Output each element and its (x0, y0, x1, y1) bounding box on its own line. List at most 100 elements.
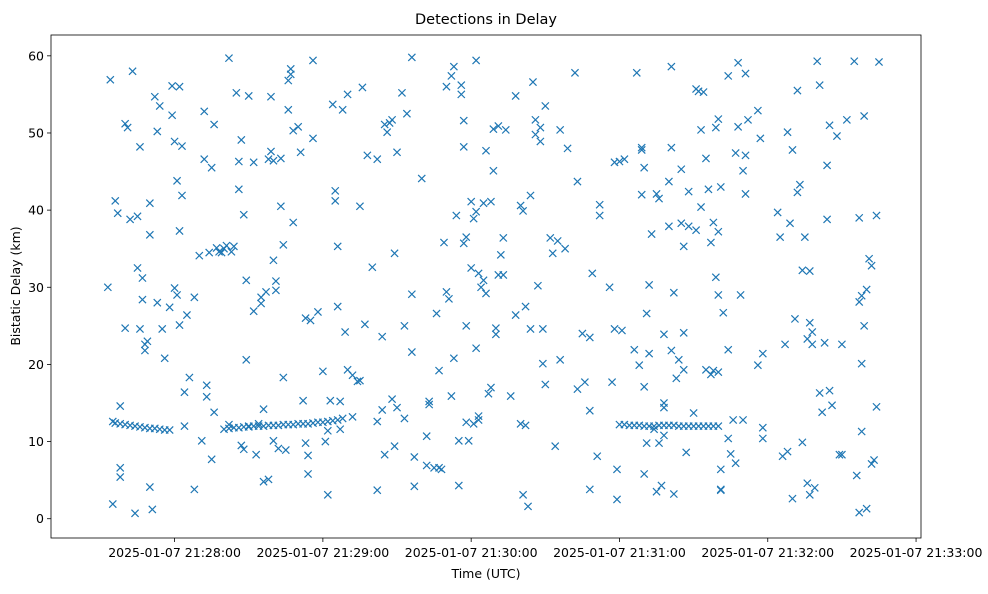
detection-point (667, 346, 676, 355)
detection-point (714, 115, 723, 124)
detection-point (711, 123, 720, 132)
x-tick-label: 2025-01-07 21:32:00 (701, 545, 834, 560)
detection-point (284, 76, 293, 85)
detection-point (222, 241, 231, 250)
detection-point (348, 412, 357, 421)
detection-point (281, 446, 290, 455)
detection-point (788, 145, 797, 154)
detection-point (168, 81, 177, 90)
detection-point (121, 119, 130, 128)
detection-point (541, 380, 550, 389)
y-tick-label: 0 (36, 511, 44, 526)
x-tick-label: 2025-01-07 21:29:00 (256, 545, 389, 560)
detection-point (380, 450, 389, 459)
detection-point (640, 382, 649, 391)
detection-point (432, 309, 441, 318)
detection-point (672, 374, 681, 383)
detection-point (637, 190, 646, 199)
x-axis-label: Time (UTC) (450, 566, 520, 581)
detection-point (165, 303, 174, 312)
detection-point (585, 406, 594, 415)
detection-point (551, 442, 560, 451)
detection-point (669, 288, 678, 297)
detection-point (400, 414, 409, 423)
detection-point (785, 219, 795, 228)
detection-point (714, 227, 723, 236)
detection-point (645, 349, 654, 358)
detection-point (874, 57, 884, 67)
detection-point (857, 359, 866, 368)
detection-point (818, 408, 827, 417)
detection-point (308, 134, 318, 143)
detection-point (857, 291, 866, 300)
detection-point (150, 92, 159, 101)
detection-point (331, 186, 340, 195)
detection-point (511, 311, 520, 320)
detection-point (820, 338, 829, 347)
detection-point (837, 450, 846, 459)
detection-point (306, 316, 315, 325)
detection-point (224, 54, 233, 63)
detection-point (462, 321, 471, 330)
detection-point (274, 444, 283, 453)
detection-point (499, 270, 508, 279)
detection-point (474, 412, 483, 421)
detection-point (654, 439, 664, 448)
detection-point (850, 57, 859, 66)
detection-point (271, 286, 280, 295)
detection-point (479, 276, 488, 285)
detection-point (855, 297, 864, 306)
detection-point (326, 396, 335, 405)
detection-point (289, 126, 298, 135)
detection-point (825, 121, 834, 130)
detection-point (642, 439, 651, 448)
detection-point (556, 125, 565, 134)
detection-point (259, 477, 268, 486)
detection-point (753, 106, 762, 115)
detection-point (363, 151, 372, 160)
detection-point (333, 302, 342, 311)
detection-point (758, 434, 767, 443)
detection-point (605, 283, 614, 292)
detection-point (803, 479, 812, 488)
detection-point (776, 233, 785, 242)
detection-point (610, 324, 619, 333)
detection-point (855, 508, 864, 517)
detection-point (823, 215, 832, 224)
detection-point (182, 311, 191, 320)
detection-point (462, 418, 471, 427)
detection-point (654, 194, 664, 203)
detection-point (739, 415, 748, 424)
detection-point (716, 485, 725, 494)
detection-point (556, 355, 565, 364)
detection-point (798, 266, 807, 275)
detection-point (444, 294, 453, 303)
detection-point (296, 148, 305, 157)
detection-point (467, 263, 476, 273)
detection-point (195, 251, 204, 260)
detection-point (407, 348, 416, 357)
detection-point (392, 148, 402, 157)
detection-point (254, 419, 263, 428)
detection-point (546, 233, 555, 242)
detection-point (516, 201, 525, 210)
detection-point (103, 283, 112, 292)
detection-point (454, 481, 463, 490)
detection-point (378, 332, 387, 341)
detection-point (855, 213, 864, 222)
detection-point (286, 70, 295, 79)
detection-point (410, 452, 419, 462)
detection-point (388, 115, 397, 124)
detection-point (242, 355, 251, 364)
detection-point (805, 318, 814, 327)
detection-point (635, 361, 644, 370)
detection-point (425, 400, 434, 409)
detection-point (716, 465, 725, 474)
detection-point (331, 196, 340, 205)
detection-point (234, 157, 243, 166)
x-tick-label: 2025-01-07 21:31:00 (553, 545, 686, 560)
detection-point (289, 218, 298, 227)
detection-point (271, 277, 280, 286)
